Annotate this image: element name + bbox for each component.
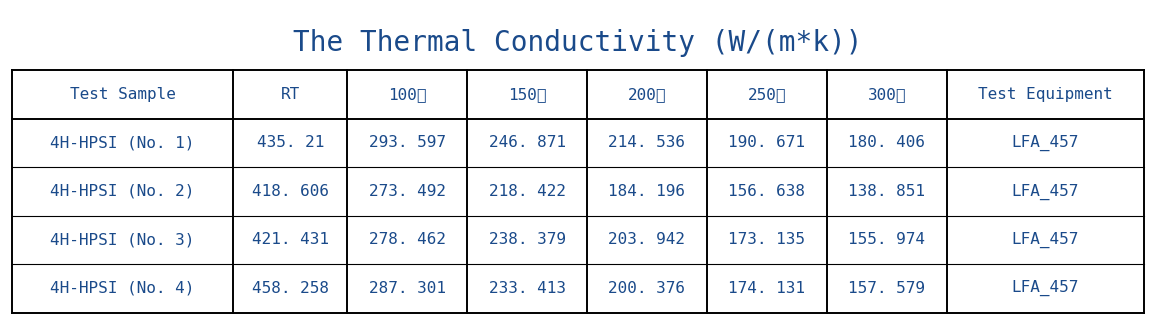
Text: 250℃: 250℃ [748, 87, 786, 102]
Text: 435. 21: 435. 21 [257, 135, 324, 151]
Text: Test Sample: Test Sample [69, 87, 176, 102]
Text: 293. 597: 293. 597 [369, 135, 446, 151]
Text: 190. 671: 190. 671 [728, 135, 806, 151]
Text: 200. 376: 200. 376 [608, 281, 686, 296]
Text: 4H-HPSI (No. 4): 4H-HPSI (No. 4) [50, 281, 194, 296]
Text: 174. 131: 174. 131 [728, 281, 806, 296]
Text: 200℃: 200℃ [628, 87, 666, 102]
Text: 273. 492: 273. 492 [369, 184, 446, 199]
Text: Test Equipment: Test Equipment [978, 87, 1113, 102]
Text: 138. 851: 138. 851 [849, 184, 925, 199]
Text: 238. 379: 238. 379 [489, 232, 565, 248]
Text: 173. 135: 173. 135 [728, 232, 806, 248]
Text: 418. 606: 418. 606 [252, 184, 328, 199]
Text: 218. 422: 218. 422 [489, 184, 565, 199]
Text: 100℃: 100℃ [388, 87, 427, 102]
Text: LFA_457: LFA_457 [1012, 280, 1080, 296]
Text: 4H-HPSI (No. 1): 4H-HPSI (No. 1) [50, 135, 194, 151]
Text: LFA_457: LFA_457 [1012, 135, 1080, 151]
Text: 278. 462: 278. 462 [369, 232, 446, 248]
Text: LFA_457: LFA_457 [1012, 183, 1080, 199]
Text: 246. 871: 246. 871 [489, 135, 565, 151]
Text: 300℃: 300℃ [867, 87, 906, 102]
Text: 4H-HPSI (No. 3): 4H-HPSI (No. 3) [50, 232, 194, 248]
Text: 287. 301: 287. 301 [369, 281, 446, 296]
Text: 458. 258: 458. 258 [252, 281, 328, 296]
Text: 155. 974: 155. 974 [849, 232, 925, 248]
Text: 233. 413: 233. 413 [489, 281, 565, 296]
Text: 203. 942: 203. 942 [608, 232, 686, 248]
Text: 421. 431: 421. 431 [252, 232, 328, 248]
Text: 180. 406: 180. 406 [849, 135, 925, 151]
Text: 156. 638: 156. 638 [728, 184, 806, 199]
Text: The Thermal Conductivity (W/(m*k)): The Thermal Conductivity (W/(m*k)) [294, 29, 862, 57]
Text: 157. 579: 157. 579 [849, 281, 925, 296]
Text: RT: RT [281, 87, 299, 102]
Text: 184. 196: 184. 196 [608, 184, 686, 199]
Text: LFA_457: LFA_457 [1012, 232, 1080, 248]
Text: 214. 536: 214. 536 [608, 135, 686, 151]
Text: 4H-HPSI (No. 2): 4H-HPSI (No. 2) [50, 184, 194, 199]
Text: 150℃: 150℃ [507, 87, 547, 102]
